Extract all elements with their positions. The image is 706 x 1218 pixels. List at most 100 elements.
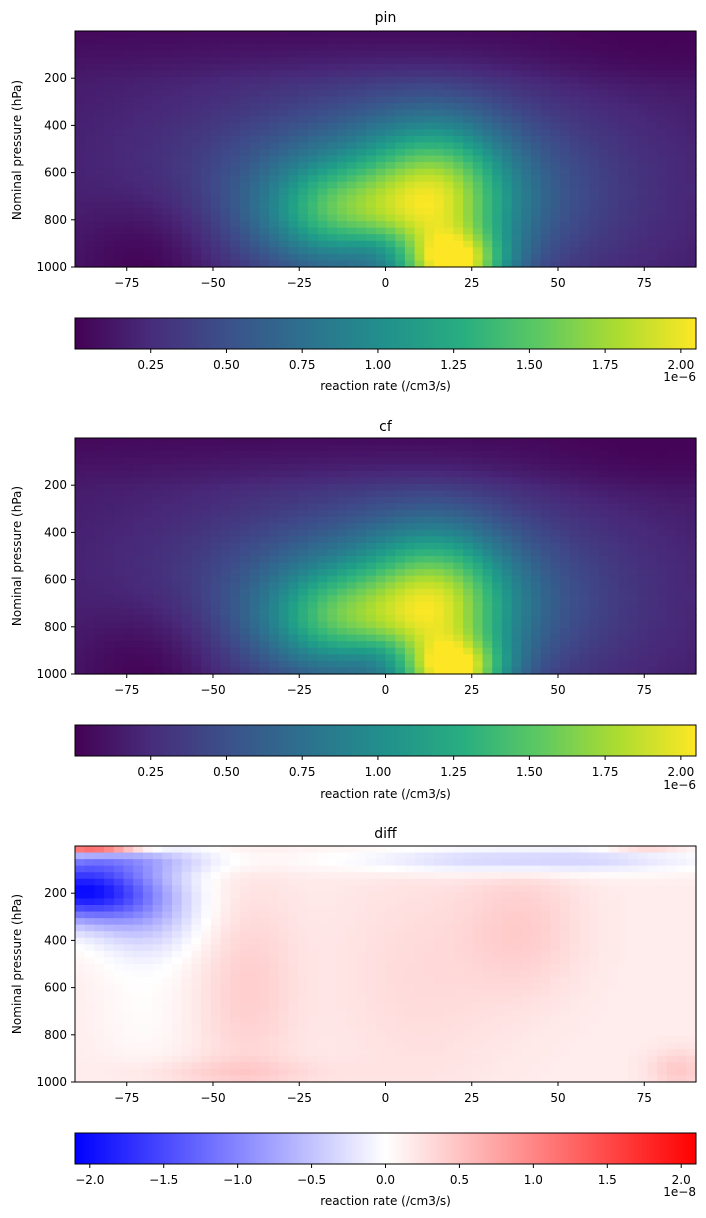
heatmap-cell [356,852,367,860]
heatmap-cell [249,116,260,124]
heatmap-cell [531,865,542,873]
heatmap-cell [598,234,610,242]
heatmap-cell [453,175,464,183]
heatmap-cell [327,542,338,551]
heatmap-cell [569,214,581,222]
heatmap-cell [686,647,697,655]
heatmap-cell [317,155,328,163]
heatmap-cell [113,477,125,485]
heatmap-cell [298,116,309,124]
heatmap-cell [152,490,163,498]
heatmap-cell [269,155,280,163]
heatmap-cell [540,865,552,873]
heatmap-cell [511,451,522,459]
heatmap-cell [657,260,668,268]
heatmap-cell [395,234,406,242]
heatmap-cell [531,490,542,498]
heatmap-cell [327,647,338,655]
heatmap-cell [230,477,241,485]
heatmap-cell [133,208,144,216]
heatmap-cell [259,122,270,130]
heatmap-cell [317,96,328,104]
heatmap-cell [686,37,697,45]
heatmap-cell [239,503,251,511]
heatmap-cell [443,601,455,610]
heatmap-cell [162,523,173,531]
heatmap-cell [608,647,619,655]
heatmap-cell [569,634,581,642]
heatmap-cell [75,116,86,124]
heatmap-cell [259,477,270,485]
heatmap-cell [356,83,367,91]
heatmap-cell [84,667,95,675]
heatmap-cell [104,654,115,662]
heatmap-cell [569,588,581,596]
heatmap-cell [220,57,231,65]
heatmap-cell [686,122,697,130]
heatmap-cell [657,497,668,505]
heatmap-cell [598,175,610,183]
heatmap-cell [278,50,290,58]
heatmap-cell [531,50,542,58]
heatmap-cell [104,227,115,235]
heatmap-cell [366,168,377,176]
heatmap-cell [104,852,115,860]
heatmap-cell [395,208,406,216]
heatmap-cell [278,569,290,577]
heatmap-cell [569,852,581,860]
heatmap-cell [463,852,474,860]
heatmap-cell [666,214,678,222]
x-tick-label: −25 [287,683,312,697]
heatmap-cell [104,83,115,91]
heatmap-cell [133,470,144,478]
heatmap-cell [104,641,115,649]
heatmap-cell [75,122,86,130]
heatmap-cell [249,628,260,636]
heatmap-cell [647,208,658,216]
heatmap-cell [113,149,125,157]
heatmap-cell [249,247,260,255]
heatmap-cell [424,155,435,163]
heatmap-cell [317,503,328,511]
heatmap-cell [278,470,290,478]
heatmap-cell [579,641,590,649]
heatmap-cell [84,483,95,492]
heatmap-cell [307,122,319,130]
heatmap-cell [220,438,231,446]
heatmap-cell [152,194,163,203]
heatmap-cell [531,510,542,518]
heatmap-cell [210,37,222,45]
heatmap-cell [492,168,503,176]
heatmap-cell [210,149,222,157]
heatmap-cell [375,63,387,71]
heatmap-cell [666,234,678,242]
heatmap-cell [239,569,251,577]
heatmap-cell [113,483,125,492]
heatmap-cell [550,667,561,675]
heatmap-cell [501,582,513,590]
heatmap-cell [249,497,260,505]
heatmap-cell [686,865,697,873]
heatmap-cell [152,608,163,616]
heatmap-cell [472,575,484,583]
heatmap-cell [113,464,125,472]
heatmap-cell [560,201,571,209]
heatmap-cell [647,50,658,58]
heatmap-cell [404,470,416,478]
heatmap-cell [75,444,86,452]
heatmap-cell [259,31,270,39]
heatmap-cell [75,451,86,459]
heatmap-cell [560,582,571,590]
heatmap-cell [366,194,377,203]
heatmap-cell [230,103,241,111]
heatmap-cell [686,575,697,583]
heatmap-cell [366,470,377,478]
heatmap-cell [336,490,348,498]
heatmap-cell [230,549,241,557]
heatmap-cell [269,227,280,235]
heatmap-cell [666,37,678,45]
heatmap-cell [414,529,425,537]
heatmap-cell [278,247,290,255]
heatmap-cell [278,162,290,170]
heatmap-cell [501,503,513,511]
